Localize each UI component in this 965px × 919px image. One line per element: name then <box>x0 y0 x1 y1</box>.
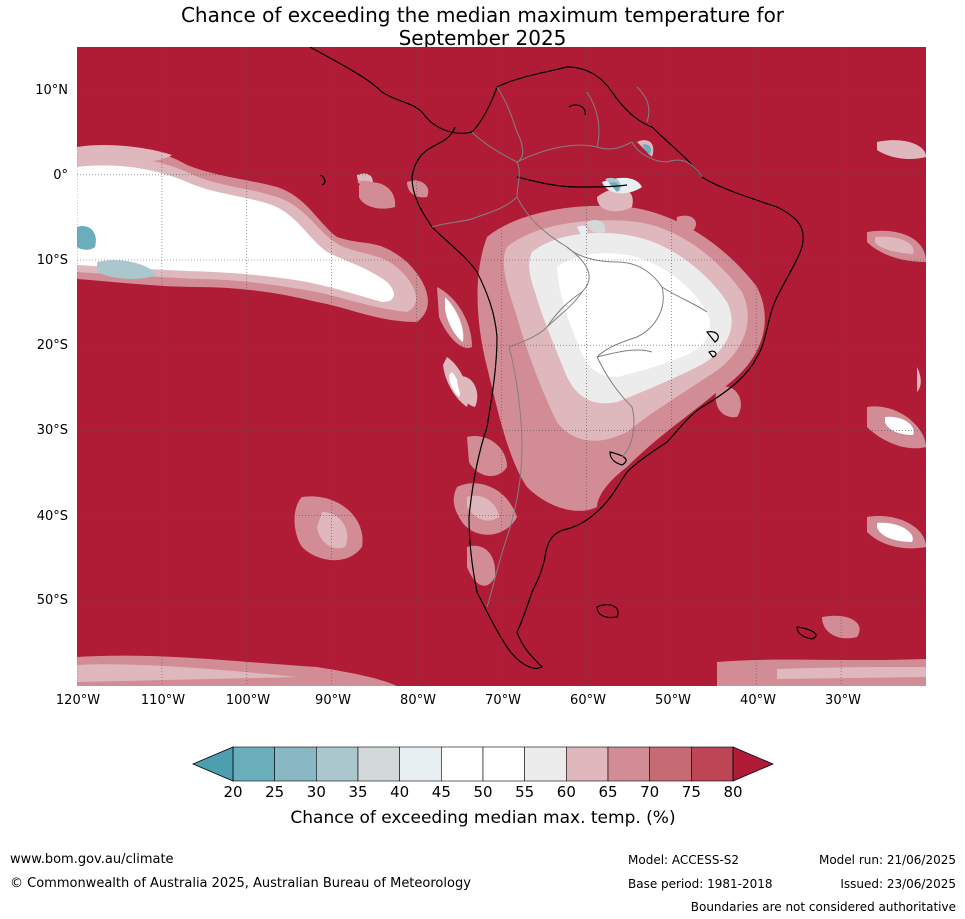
colorbar-cell <box>524 746 567 782</box>
lat-tick-10n: 10°N <box>35 83 68 98</box>
footer-issued: Issued: 23/06/2025 <box>840 877 956 891</box>
lon-tick-90w: 90°W <box>315 693 351 708</box>
colorbar-cell <box>607 746 650 782</box>
colorbar-tick-label: 35 <box>348 783 368 801</box>
lat-tick-20s: 20°S <box>36 338 68 353</box>
colorbar-cell <box>691 746 734 782</box>
colorbar-tick-label: 70 <box>640 783 660 801</box>
lon-tick-40w: 40°W <box>740 693 776 708</box>
colorbar-cell <box>649 746 692 782</box>
colorbar-tick-label: 60 <box>556 783 576 801</box>
lat-tick-40s: 40°S <box>36 509 68 524</box>
footer-base-period: Base period: 1981-2018 <box>628 877 773 891</box>
chart-title: Chance of exceeding the median maximum t… <box>0 4 965 50</box>
footer-website[interactable]: www.bom.gov.au/climate <box>10 852 174 867</box>
colorbar-tick-label: 50 <box>473 783 493 801</box>
chart-title-line2: September 2025 <box>398 26 567 50</box>
colorbar-cell <box>232 746 275 782</box>
footer-copyright: © Commonwealth of Australia 2025, Austra… <box>10 876 471 891</box>
colorbar-cell <box>399 746 442 782</box>
lat-tick-0: 0° <box>53 168 68 183</box>
colorbar-cell <box>316 746 359 782</box>
lon-tick-80w: 80°W <box>400 693 436 708</box>
national-borders <box>431 86 708 608</box>
colorbar-cell <box>274 746 317 782</box>
colorbar-tick-label: 20 <box>223 783 243 801</box>
lon-tick-50w: 50°W <box>655 693 691 708</box>
continent-field <box>407 140 765 586</box>
lon-tick-110w: 110°W <box>140 693 186 708</box>
lat-tick-10s: 10°S <box>36 253 68 268</box>
footer-model-run: Model run: 21/06/2025 <box>818 853 956 867</box>
colorbar-high-extend <box>732 746 774 782</box>
colorbar-tick-label: 55 <box>515 783 535 801</box>
lon-tick-60w: 60°W <box>570 693 606 708</box>
lat-tick-50s: 50°S <box>36 593 68 608</box>
lat-tick-30s: 30°S <box>36 423 68 438</box>
footer-disclaimer: Boundaries are not considered authoritat… <box>690 900 956 914</box>
colorbar-tick-label: 65 <box>598 783 618 801</box>
pacific-band <box>77 144 472 407</box>
lon-tick-70w: 70°W <box>485 693 521 708</box>
colorbar-cell <box>441 746 484 782</box>
lon-tick-100w: 100°W <box>225 693 271 708</box>
colorbar-tick-label: 30 <box>306 783 326 801</box>
footer-model: Model: ACCESS-S2 <box>628 853 740 867</box>
graticule <box>77 47 926 686</box>
colorbar <box>192 746 774 782</box>
colorbar-tick-label: 80 <box>723 783 743 801</box>
colorbar-tick-label: 45 <box>431 783 451 801</box>
coastline <box>309 47 817 669</box>
lon-tick-30w: 30°W <box>825 693 861 708</box>
colorbar-tick-label: 25 <box>265 783 285 801</box>
colorbar-cell <box>357 746 400 782</box>
colorbar-tick-label: 75 <box>681 783 701 801</box>
colorbar-cell <box>482 746 525 782</box>
colorbar-low-extend <box>192 746 234 782</box>
lon-tick-120w: 120°W <box>55 693 101 708</box>
colorbar-cell <box>566 746 609 782</box>
colorbar-label: Chance of exceeding median max. temp. (%… <box>290 808 676 828</box>
map-panel <box>77 47 926 686</box>
colorbar-tick-label: 40 <box>390 783 410 801</box>
chart-title-line1: Chance of exceeding the median maximum t… <box>180 3 785 27</box>
ocean-patches <box>77 140 926 686</box>
